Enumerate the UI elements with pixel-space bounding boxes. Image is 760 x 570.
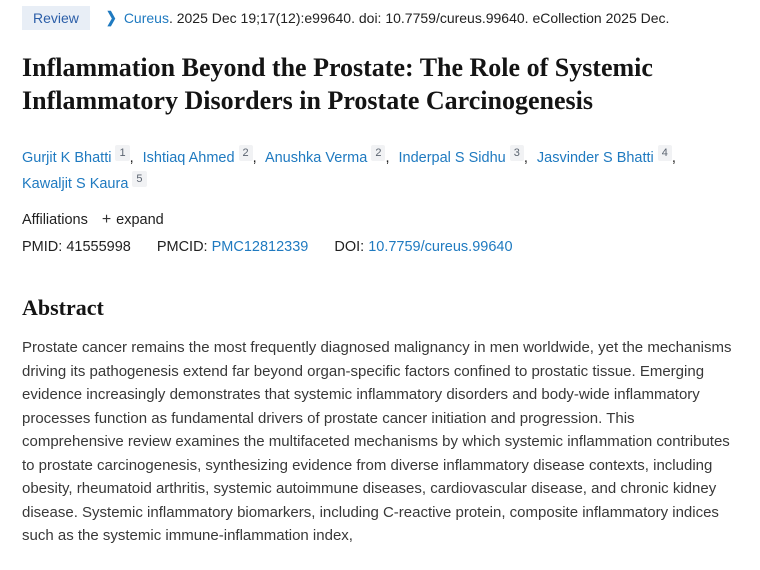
author-link[interactable]: Ishtiaq Ahmed [142, 150, 235, 166]
author-separator: , [671, 150, 676, 166]
author-separator: , [129, 150, 134, 166]
page-title: Inflammation Beyond the Prostate: The Ro… [22, 53, 653, 115]
pmid-label: PMID: [22, 239, 63, 255]
author-affiliation-badge[interactable]: 2 [371, 145, 386, 162]
author-affiliation-badge[interactable]: 4 [657, 145, 672, 162]
author: Jasvinder S Bhatti 4 [536, 145, 672, 166]
pmid-value: 41555998 [66, 239, 131, 255]
pmid: PMID: 41555998 [22, 239, 131, 255]
doi: DOI: 10.7759/cureus.99640 [334, 239, 512, 255]
expand-affiliations-button[interactable]: + expand [102, 211, 164, 229]
plus-icon: + [101, 211, 112, 228]
author-affiliation-badge[interactable]: 3 [509, 145, 524, 162]
chevron-right-icon: ❯ [105, 8, 117, 27]
citation-row: Review ❯ Cureus. 2025 Dec 19;17(12):e996… [22, 6, 735, 30]
abstract-text: Prostate cancer remains the most frequen… [22, 339, 732, 544]
author-separator: , [385, 150, 390, 166]
author-separator: , [523, 150, 528, 166]
expand-label: expand [116, 212, 164, 228]
author-link[interactable]: Anushka Verma [264, 150, 368, 166]
author: Gurjit K Bhatti 1 [22, 145, 130, 166]
author: Anushka Verma 2 [264, 145, 386, 166]
author: Kawaljit S Kaura 5 [22, 171, 147, 192]
author-link[interactable]: Kawaljit S Kaura [22, 176, 129, 192]
author: Inderpal S Sidhu 3 [398, 145, 524, 166]
author-affiliation-badge[interactable]: 5 [132, 171, 147, 188]
author-link[interactable]: Gurjit K Bhatti [22, 150, 112, 166]
author-separator: , [252, 150, 257, 166]
affiliations-row: Affiliations + expand [22, 211, 735, 229]
pmcid: PMCID: PMC12812339 [157, 239, 309, 255]
article-page: Review ❯ Cureus. 2025 Dec 19;17(12):e996… [22, 6, 735, 544]
journal-link[interactable]: Cureus [123, 10, 169, 26]
pmcid-link[interactable]: PMC12812339 [211, 239, 309, 255]
citation-details: . 2025 Dec 19;17(12):e99640. doi: 10.775… [168, 10, 670, 26]
citation-text: ❯ Cureus. 2025 Dec 19;17(12):e99640. doi… [105, 8, 670, 27]
publication-type-badge: Review [22, 6, 90, 30]
author-link[interactable]: Inderpal S Sidhu [398, 150, 506, 166]
authors-list: Gurjit K Bhatti 1, Ishtiaq Ahmed 2, Anushk… [22, 145, 735, 197]
author-affiliation-badge[interactable]: 2 [238, 145, 253, 162]
affiliations-label: Affiliations [22, 212, 88, 228]
author: Ishtiaq Ahmed 2 [142, 145, 253, 166]
identifiers-row: PMID: 41555998 PMCID: PMC12812339 DOI: 1… [22, 239, 735, 255]
doi-label: DOI: [334, 239, 365, 255]
abstract-heading: Abstract [22, 295, 104, 320]
author-affiliation-badge[interactable]: 1 [115, 145, 130, 162]
pmcid-label: PMCID: [156, 239, 208, 255]
author-link[interactable]: Jasvinder S Bhatti [536, 150, 654, 166]
doi-link[interactable]: 10.7759/cureus.99640 [368, 239, 513, 255]
